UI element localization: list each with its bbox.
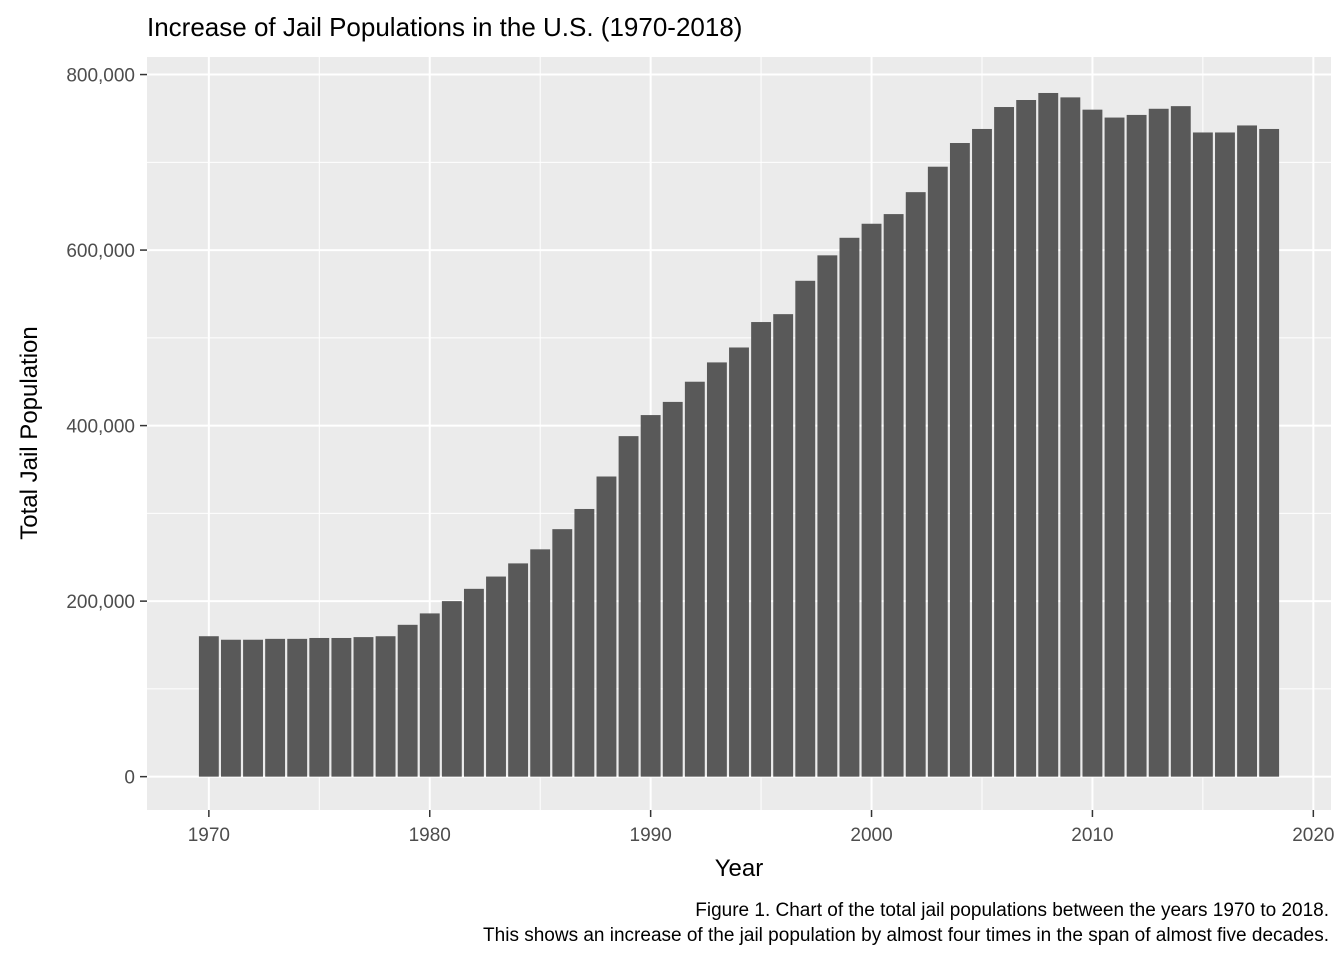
bar-2016 (1215, 132, 1235, 777)
bar-2011 (1104, 117, 1125, 777)
bar-1979 (397, 624, 418, 777)
x-tick-label: 1970 (188, 825, 230, 846)
bar-1994 (729, 347, 749, 777)
bar-1996 (773, 314, 794, 777)
bar-1978 (375, 636, 396, 777)
bar-1971 (221, 639, 241, 777)
bar-1976 (331, 637, 352, 777)
bar-1986 (552, 529, 573, 777)
bar-2000 (861, 223, 882, 777)
bar-1970 (198, 636, 219, 777)
caption-line-2: This shows an increase of the jail popul… (483, 925, 1329, 946)
bar-1973 (265, 638, 286, 777)
x-axis-title: Year (715, 855, 764, 882)
bar-1975 (309, 637, 330, 777)
bar-2009 (1060, 97, 1081, 777)
bar-1995 (751, 322, 772, 777)
bar-2005 (972, 128, 992, 777)
bar-1972 (243, 639, 263, 777)
y-axis-title: Total Jail Population (16, 326, 43, 539)
bar-2018 (1259, 128, 1280, 777)
bar-1988 (596, 476, 617, 777)
bar-2015 (1192, 132, 1213, 777)
bar-1992 (684, 381, 705, 777)
bar-2003 (927, 166, 948, 777)
bar-1997 (795, 280, 816, 777)
bar-1982 (463, 588, 484, 777)
y-tick-label: 200,000 (66, 592, 135, 613)
bar-1999 (839, 237, 860, 777)
bars-group (198, 92, 1280, 777)
bar-2014 (1170, 106, 1191, 777)
bar-1977 (353, 637, 374, 777)
chart-title: Increase of Jail Populations in the U.S.… (147, 12, 742, 42)
y-tick-label: 0 (124, 768, 135, 789)
bar-1980 (419, 613, 440, 777)
bar-1991 (662, 401, 683, 777)
bar-1987 (574, 508, 595, 777)
x-tick-label: 2000 (850, 825, 892, 846)
bar-2008 (1038, 92, 1059, 777)
bar-2010 (1082, 109, 1103, 777)
bar-1983 (486, 576, 506, 777)
bar-1998 (817, 255, 838, 777)
bar-2017 (1237, 125, 1257, 777)
x-tick-label: 2020 (1292, 825, 1334, 846)
bar-1974 (287, 638, 308, 777)
x-axis: 1970 1980 1990 2000 2010 2020 (188, 810, 1334, 846)
y-tick-label: 800,000 (66, 66, 135, 87)
bar-2006 (994, 107, 1015, 777)
caption-line-1: Figure 1. Chart of the total jail popula… (695, 900, 1329, 921)
bar-2012 (1126, 114, 1147, 777)
bar-1985 (530, 549, 551, 777)
bar-1990 (640, 415, 661, 777)
x-tick-label: 2010 (1071, 825, 1113, 846)
y-axis: 0 200,000 400,000 600,000 800,000 (66, 66, 147, 789)
bar-2004 (949, 143, 970, 777)
bar-2002 (905, 192, 926, 777)
bar-2007 (1016, 100, 1037, 777)
bar-1984 (508, 563, 529, 777)
bar-2013 (1148, 108, 1169, 777)
x-tick-label: 1980 (409, 825, 451, 846)
y-tick-label: 600,000 (66, 241, 135, 262)
y-tick-label: 400,000 (66, 417, 135, 438)
x-tick-label: 1990 (630, 825, 672, 846)
bar-1981 (441, 601, 462, 777)
bar-1989 (618, 436, 639, 777)
bar-2001 (883, 214, 904, 777)
bar-1993 (706, 362, 727, 777)
